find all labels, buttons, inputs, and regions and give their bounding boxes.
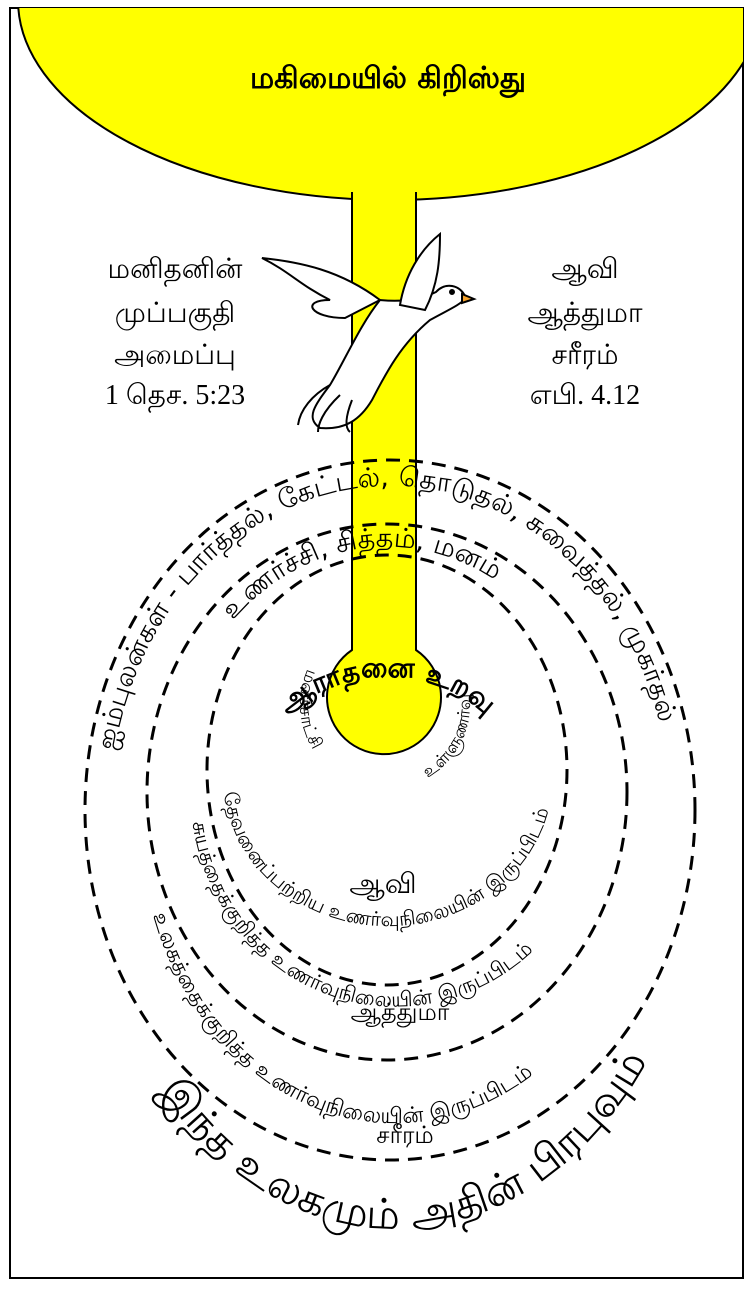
left-text: மனிதனின் bbox=[108, 254, 243, 287]
soul-label: ஆத்துமா bbox=[351, 998, 450, 1028]
right-text: எபி. 4.12 bbox=[530, 380, 640, 411]
title: மகிமையில் கிறிஸ்து bbox=[250, 61, 526, 98]
body-label: சரீரம் bbox=[376, 1121, 433, 1149]
left-text: முப்பகுதி bbox=[115, 298, 235, 331]
right-text: சரீரம் bbox=[552, 340, 619, 371]
left-text: 1 தெச. 5:23 bbox=[105, 380, 245, 413]
left-text: அமைப்பு bbox=[114, 340, 236, 371]
diagram: மகிமையில் கிறிஸ்து மனிதனின் முப்பகுதி அம… bbox=[0, 0, 753, 1289]
right-text: ஆத்துமா bbox=[527, 298, 642, 331]
spirit-label: ஆவி bbox=[349, 867, 416, 901]
right-text: ஆவி bbox=[551, 254, 618, 286]
